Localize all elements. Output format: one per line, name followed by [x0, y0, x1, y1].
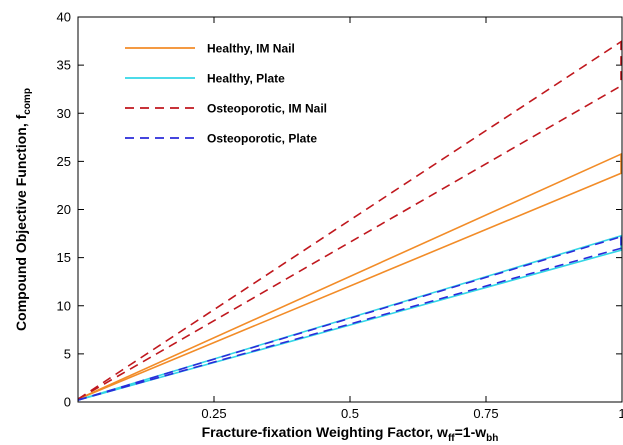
y-tick-label: 20 — [57, 202, 71, 217]
x-axis-title-sub2: bh — [486, 433, 498, 444]
legend-label-4: Osteoporotic, Plate — [207, 132, 317, 146]
x-axis-title-mid: =1-w — [455, 424, 487, 440]
legend: Healthy, IM Nail Healthy, Plate Osteoporot… — [125, 42, 327, 146]
series-line-3-1 — [77, 40, 623, 400]
tick-marks — [78, 16, 623, 403]
series-lines — [77, 40, 623, 401]
x-axis-title: Fracture-fixation Weighting Factor, wff=… — [202, 424, 499, 444]
y-axis-title: Compound Objective Function, fcomp — [13, 88, 33, 331]
x-tick-labels: 0.25 0.5 0.75 1 — [201, 406, 623, 421]
y-tick-label: 15 — [57, 250, 71, 265]
series-line-4-2 — [77, 247, 623, 401]
y-tick-label: 5 — [64, 346, 71, 361]
x-tick-label: 1 — [618, 406, 623, 421]
series-line-1-1 — [77, 152, 623, 400]
series-line-2-2 — [77, 249, 623, 401]
y-tick-labels: 0 5 10 15 20 25 30 35 40 — [57, 10, 71, 410]
y-tick-label: 30 — [57, 106, 71, 121]
y-tick-label: 40 — [57, 10, 71, 25]
series-line-3-2 — [77, 84, 623, 400]
y-tick-label: 0 — [64, 395, 71, 410]
x-tick-label: 0.75 — [473, 406, 498, 421]
x-axis-title-main: Fracture-fixation Weighting Factor, w — [202, 424, 448, 440]
legend-label-3: Osteoporotic, IM Nail — [207, 102, 327, 116]
legend-label-2: Healthy, Plate — [207, 72, 285, 86]
x-tick-label: 0.5 — [341, 406, 359, 421]
y-axis-title-sub: comp — [22, 88, 33, 115]
y-tick-label: 10 — [57, 298, 71, 313]
series-line-4-1 — [77, 235, 623, 401]
legend-label-1: Healthy, IM Nail — [207, 42, 295, 56]
x-tick-label: 0.25 — [201, 406, 226, 421]
x-axis-title-sub1: ff — [448, 433, 455, 444]
y-axis-title-main: Compound Objective Function, f — [13, 114, 29, 331]
plot-area-frame — [77, 16, 623, 403]
series-line-1-2 — [77, 172, 623, 400]
y-tick-label: 35 — [57, 58, 71, 73]
y-tick-label: 25 — [57, 154, 71, 169]
